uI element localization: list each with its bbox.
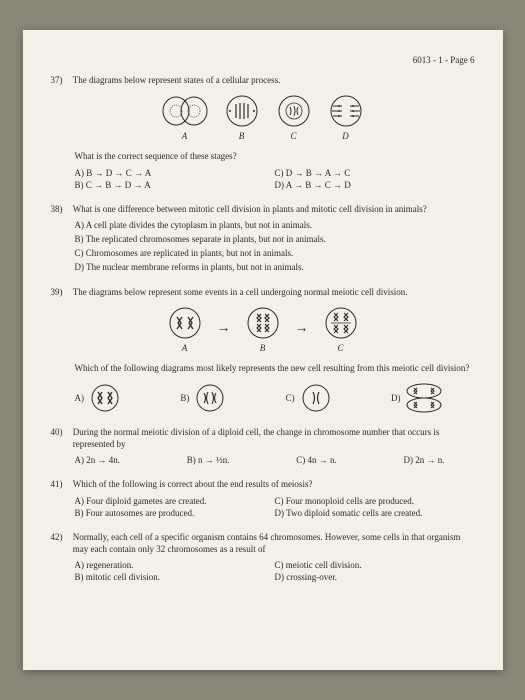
qnum: 38) (51, 203, 71, 215)
q37-options: A) B → D → C → A C) D → B → A → C B) C →… (75, 167, 475, 191)
option-c: C) (286, 382, 333, 414)
cell-diagram-icon (222, 94, 262, 128)
question-38: 38) What is one difference between mitot… (51, 203, 475, 274)
option-label: B) (180, 392, 189, 404)
qnum: 42) (51, 531, 71, 543)
q41-options: A) Four diploid gametes are created. C) … (75, 495, 475, 519)
q39-diagram-b: B (243, 306, 283, 354)
diagram-label: D (326, 130, 366, 142)
option-label: A) (75, 392, 85, 404)
q37-subquestion: What is the correct sequence of these st… (75, 150, 475, 162)
qtext: During the normal meiotic division of a … (73, 426, 473, 450)
qtext: The diagrams below represent states of a… (73, 74, 473, 86)
diagram-label: C (274, 130, 314, 142)
result-cell-icon (193, 383, 227, 413)
option: A) Four diploid gametes are created. (75, 495, 275, 507)
result-cell-icon (299, 383, 333, 413)
qtext: What is one difference between mitotic c… (73, 203, 473, 215)
option: C) Chromosomes are replicated in plants,… (75, 247, 475, 259)
q39-subquestion: Which of the following diagrams most lik… (75, 362, 475, 374)
cell-diagram-icon (326, 94, 366, 128)
question-39: 39) The diagrams below represent some ev… (51, 286, 475, 414)
question-37: 37) The diagrams below represent states … (51, 74, 475, 191)
option: D) crossing-over. (275, 571, 475, 583)
diagram-label: C (321, 342, 361, 354)
diagram-label: B (222, 130, 262, 142)
q37-diagram-a: A (160, 94, 210, 142)
q37-diagram-c: C (274, 94, 314, 142)
q42-options: A) regeneration. C) meiotic cell divisio… (75, 559, 475, 583)
option: A) A cell plate divides the cytoplasm in… (75, 219, 475, 231)
question-41: 41) Which of the following is correct ab… (51, 478, 475, 518)
result-cell-icon (404, 382, 444, 414)
option: D) Two diploid somatic cells are created… (275, 507, 475, 519)
option: C) Four monoploid cells are produced. (275, 495, 475, 507)
worksheet-page: 6013 - 1 - Page 6 37) The diagrams below… (23, 30, 503, 670)
page-header: 6013 - 1 - Page 6 (51, 54, 475, 66)
question-40: 40) During the normal meiotic division o… (51, 426, 475, 466)
option: D) A → B → C → D (275, 179, 475, 191)
qtext: Normally, each cell of a specific organi… (73, 531, 473, 555)
q37-diagram-b: B (222, 94, 262, 142)
cell-diagram-icon (160, 94, 210, 128)
option: A) B → D → C → A (75, 167, 275, 179)
meiosis-cell-icon (165, 306, 205, 340)
option: B) C → B → D → A (75, 179, 275, 191)
option: A) regeneration. (75, 559, 275, 571)
meiosis-cell-icon (321, 306, 361, 340)
option: D) The nuclear membrane reforms in plant… (75, 261, 475, 273)
option: B) The replicated chromosomes separate i… (75, 233, 475, 245)
cell-diagram-icon (274, 94, 314, 128)
qnum: 39) (51, 286, 71, 298)
meiosis-cell-icon (243, 306, 283, 340)
result-cell-icon (88, 383, 122, 413)
qnum: 41) (51, 478, 71, 490)
option: B) n → ½n. (187, 454, 230, 466)
q39-options: A) B) C) (75, 382, 475, 414)
arrow-icon: → (295, 320, 309, 339)
q40-options: A) 2n → 4n. B) n → ½n. C) 4n → n. D) 2n … (75, 454, 475, 466)
qnum: 40) (51, 426, 71, 438)
option-b: B) (180, 382, 227, 414)
q39-diagram-c: C (321, 306, 361, 354)
option-d: D) (391, 382, 445, 414)
option-label: C) (286, 392, 295, 404)
arrow-icon: → (217, 320, 231, 339)
option: C) D → B → A → C (275, 167, 475, 179)
option: C) 4n → n. (296, 454, 337, 466)
option-label: D) (391, 392, 401, 404)
q39-diagrams: A → B → (51, 306, 475, 354)
option: A) 2n → 4n. (75, 454, 121, 466)
q38-options: A) A cell plate divides the cytoplasm in… (75, 219, 475, 274)
option-a: A) (75, 382, 123, 414)
diagram-label: A (160, 130, 210, 142)
question-42: 42) Normally, each cell of a specific or… (51, 531, 475, 584)
q39-diagram-a: A (165, 306, 205, 354)
qnum: 37) (51, 74, 71, 86)
diagram-label: A (165, 342, 205, 354)
qtext: Which of the following is correct about … (73, 478, 473, 490)
diagram-label: B (243, 342, 283, 354)
option: D) 2n → n. (404, 454, 445, 466)
option: B) Four autosomes are produced. (75, 507, 275, 519)
option: C) meiotic cell division. (275, 559, 475, 571)
q37-diagrams: A B C (51, 94, 475, 142)
q37-diagram-d: D (326, 94, 366, 142)
option: B) mitotic cell division. (75, 571, 275, 583)
qtext: The diagrams below represent some events… (73, 286, 473, 298)
